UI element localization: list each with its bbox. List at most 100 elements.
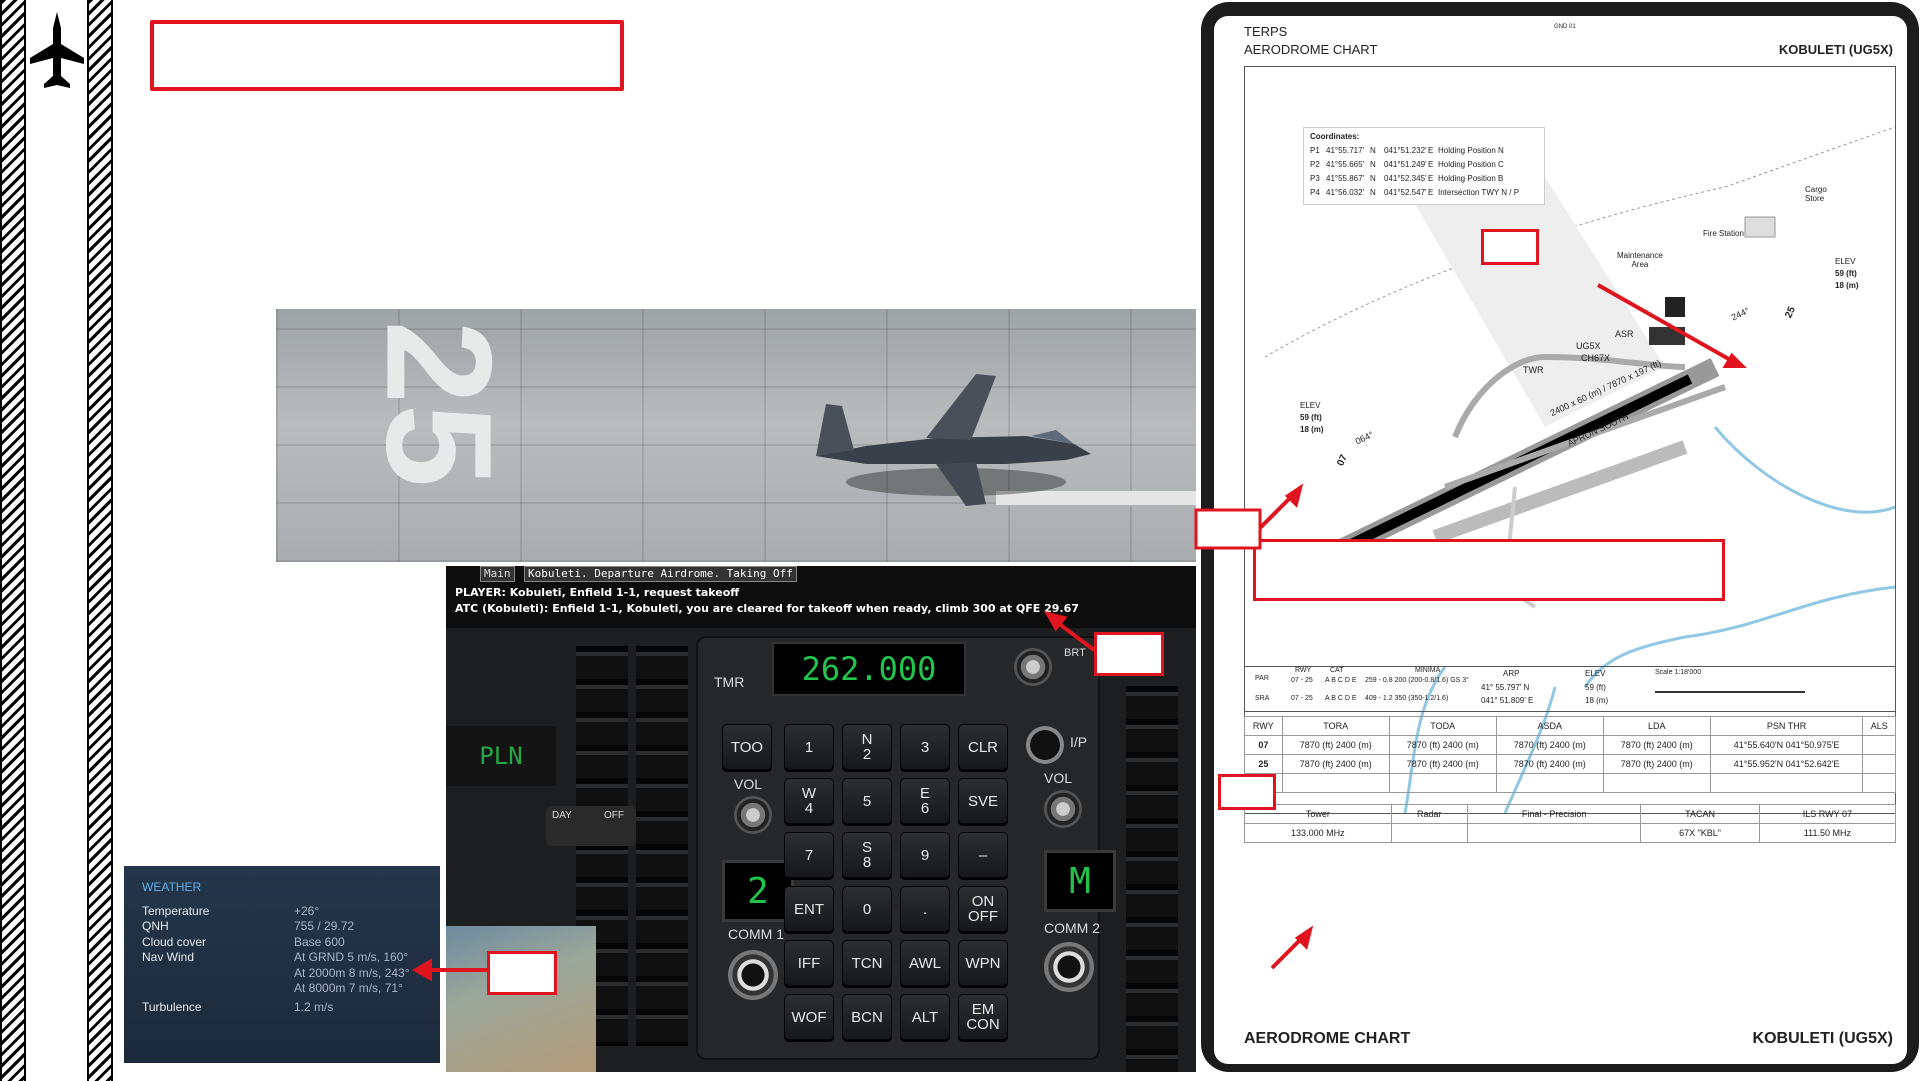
label-twr: TWR — [1523, 365, 1544, 375]
elev-header: ELEV — [1585, 669, 1606, 678]
ufc-key[interactable]: 0 — [842, 886, 892, 932]
coord-p: P4 — [1310, 188, 1320, 197]
ufc-key[interactable]: – — [958, 832, 1008, 878]
label-elev-left: ELEV — [1300, 401, 1321, 410]
left-vent-grille-2 — [636, 646, 688, 1046]
rwy-table-cell: 41°55.640'N 041°50.975'E — [1709, 735, 1864, 755]
arp-header: ARP — [1503, 669, 1520, 678]
too-button[interactable]: TOO — [722, 724, 772, 770]
label-elev-right-ft: 59 (ft) — [1835, 269, 1857, 278]
vol-right-knob[interactable] — [1044, 790, 1082, 828]
coord-lat: 41°55.867' — [1326, 174, 1365, 183]
minima-par-cat: A B C D E — [1325, 677, 1357, 684]
label-asr: ASR — [1615, 329, 1634, 339]
rwy-table-cell: 7870 (ft) 2400 (m) — [1495, 754, 1604, 774]
coord-lon: 041°52.547' — [1384, 188, 1427, 197]
weather-value: Base 600 — [294, 935, 345, 949]
ufc-key[interactable]: AWL — [900, 940, 950, 986]
minima-block: PAR SRA RWY CAT MINIMA 07 - 25 A B C D E… — [1244, 666, 1896, 712]
brightness-knob[interactable] — [1014, 648, 1052, 686]
callout-box-atc — [1094, 632, 1164, 676]
minima-sra-cat: A B C D E — [1325, 695, 1357, 702]
ufc-key[interactable]: 1 — [784, 724, 834, 770]
coord-desc: Holding Position C — [1438, 160, 1504, 169]
runway-photo: 25 — [276, 309, 1196, 562]
rwy-table-header: TODA — [1388, 716, 1497, 736]
comm1-digit: 2 — [747, 870, 769, 912]
comm2-knob[interactable] — [1044, 942, 1094, 992]
runway-edge-line — [996, 491, 1196, 505]
ufc-key[interactable]: ALT — [900, 994, 950, 1040]
ufc-key[interactable]: WOF — [784, 994, 834, 1040]
frequency-table: Tower Radar Final - Precision TACAN ILS RWY … — [1244, 804, 1897, 843]
weather-label: Nav Wind — [142, 950, 195, 964]
callout-box-chart — [1253, 539, 1725, 601]
player-message: PLAYER: Kobuleti, Enfield 1-1, request t… — [455, 586, 740, 599]
tab-departure[interactable]: Kobuleti. Departure Airdrome. Taking Off — [524, 566, 797, 582]
vol-right-label: VOL — [1044, 770, 1073, 786]
rwy-table-empty — [1862, 773, 1896, 793]
ufc-key[interactable]: ENT — [784, 886, 834, 932]
ufc-key[interactable]: TCN — [842, 940, 892, 986]
ufc-key[interactable]: 5 — [842, 778, 892, 824]
ufc-key[interactable]: ON OFF — [958, 886, 1008, 932]
comm2-label: COMM 2 — [1044, 920, 1100, 936]
callout-box-weather — [487, 951, 557, 995]
off-label: OFF — [604, 810, 624, 821]
tab-main[interactable]: Main — [480, 566, 515, 582]
ufc-key[interactable]: 7 — [784, 832, 834, 878]
ufc-key[interactable]: 3 — [900, 724, 950, 770]
ufc-key[interactable]: 9 — [900, 832, 950, 878]
chart-header-aerodrome: AERODROME CHART — [1244, 42, 1378, 57]
comm1-knob[interactable] — [728, 950, 778, 1000]
ufc-key[interactable]: N 2 — [842, 724, 892, 770]
vol-left-knob[interactable] — [734, 796, 772, 834]
comm1-label: COMM 1 — [728, 926, 784, 942]
freq-table-header: Final - Precision — [1466, 804, 1642, 824]
rwy-table-cell: 25 — [1244, 754, 1283, 774]
rwy-table-header: PSN THR — [1709, 716, 1864, 736]
title-placeholder-box — [150, 20, 624, 91]
message-overlay: Main Kobuleti. Departure Airdrome. Takin… — [446, 566, 1196, 628]
ip-label: I/P — [1070, 734, 1088, 750]
ufc-key[interactable]: . — [900, 886, 950, 932]
coord-p: P1 — [1310, 146, 1320, 155]
ufc-key[interactable]: CLR — [958, 724, 1008, 770]
rwy-table-empty — [1281, 773, 1390, 793]
coord-ns: N — [1370, 160, 1376, 169]
coord-ns: N — [1370, 174, 1376, 183]
label-elev-left-ft: 59 (ft) — [1300, 413, 1322, 422]
minima-min-h: MINIMA — [1415, 667, 1441, 674]
ufc-key[interactable]: W 4 — [784, 778, 834, 824]
ufc-key[interactable]: WPN — [958, 940, 1008, 986]
label-ch67x: CH67X — [1581, 353, 1611, 363]
vol-left-label: VOL — [734, 776, 763, 792]
map-display — [446, 926, 596, 1072]
ufc-key[interactable]: E 6 — [900, 778, 950, 824]
runway-table: RWY TORA TODA ASDA LDA PSN THR ALS 07 7870 (ft) … — [1244, 716, 1896, 793]
ufc-key[interactable]: S 8 — [842, 832, 892, 878]
rwy-table-header: ALS — [1862, 716, 1896, 736]
ip-button[interactable] — [1026, 726, 1064, 764]
coord-ew: E — [1428, 174, 1434, 183]
too-label: TOO — [730, 738, 764, 756]
runway-table-body: RWY TORA TODA ASDA LDA PSN THR ALS 07 7870 (ft) … — [1244, 716, 1896, 793]
chart-header-airport: KOBULETI (UG5X) — [1778, 42, 1893, 57]
ufc-key[interactable]: IFF — [784, 940, 834, 986]
coord-ew: E — [1428, 160, 1434, 169]
coord-lon: 041°51.249' — [1384, 160, 1427, 169]
ufc-key[interactable]: EM CON — [958, 994, 1008, 1040]
weather-title: WEATHER — [142, 880, 202, 894]
freq-table-value: 111.50 MHz — [1758, 823, 1897, 843]
freq-table-header: Radar — [1390, 804, 1468, 824]
chart-gnd-label: GND 01 — [1554, 24, 1576, 30]
ufc-key[interactable]: SVE — [958, 778, 1008, 824]
weather-value: 1.2 m/s — [294, 1000, 334, 1014]
chart-map: Coordinates: P1 41°55.717' N 041°51.232' E Ho… — [1244, 66, 1896, 814]
label-elev-left-m: 18 (m) — [1300, 425, 1324, 434]
ufc-key[interactable]: BCN — [842, 994, 892, 1040]
coord-ew: E — [1428, 188, 1434, 197]
runway-number-marking: 25 — [336, 321, 546, 519]
coord-ns: N — [1370, 188, 1376, 197]
chart-footer-airport: KOBULETI (UG5X) — [1752, 1030, 1893, 1047]
